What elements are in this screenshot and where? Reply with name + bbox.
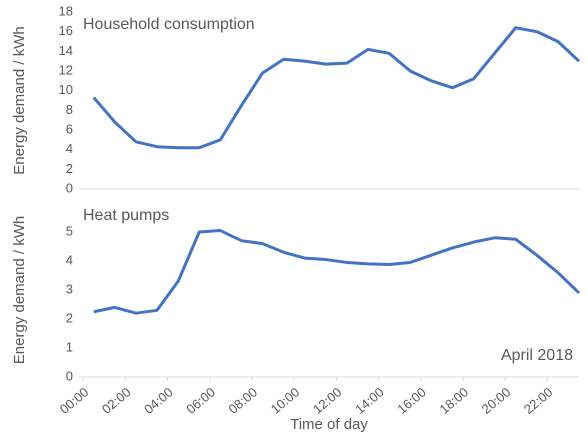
x-tick-label: 12:00	[310, 384, 345, 416]
y-tick-label: 5	[66, 223, 73, 238]
y-tick-label: 8	[66, 102, 73, 117]
x-axis-label: Time of day	[290, 416, 368, 433]
x-tick-label: 22:00	[521, 384, 556, 416]
data-line	[93, 229, 581, 315]
y-tick-label: 0	[66, 368, 73, 383]
y-tick-label: 16	[59, 23, 73, 38]
y-tick-label: 4	[66, 141, 73, 156]
x-tick-label: 18:00	[437, 384, 472, 416]
y-axis-label: Energy demand / kWh	[11, 26, 28, 174]
annotation: Heat pumps	[83, 207, 169, 224]
data-line	[92, 26, 581, 150]
y-tick-label: 14	[59, 43, 73, 58]
y-tick-label: 3	[66, 281, 73, 296]
x-tick-label: 10:00	[268, 384, 303, 416]
x-tick-label: 20:00	[479, 384, 514, 416]
x-tick-label: 16:00	[394, 384, 429, 416]
y-tick-label: 10	[59, 82, 73, 97]
y-tick-label: 1	[66, 339, 73, 354]
annotation: Household consumption	[83, 16, 255, 33]
y-tick-label: 4	[66, 252, 73, 267]
x-tick-label: 02:00	[99, 384, 134, 416]
y-tick-label: 0	[66, 180, 73, 195]
y-tick-label: 18	[59, 3, 73, 18]
y-tick-label: 6	[66, 121, 73, 136]
x-tick-label: 00:00	[57, 384, 92, 416]
y-tick-label: 12	[59, 62, 73, 77]
y-tick-label: 2	[66, 161, 73, 176]
y-tick-label: 2	[66, 310, 73, 325]
x-tick-label: 14:00	[352, 384, 387, 416]
x-tick-label: 08:00	[226, 384, 261, 416]
x-tick-label: 06:00	[183, 384, 218, 416]
y-axis-label: Energy demand / kWh	[11, 216, 28, 364]
x-tick-label: 04:00	[141, 384, 176, 416]
note: April 2018	[501, 347, 573, 364]
